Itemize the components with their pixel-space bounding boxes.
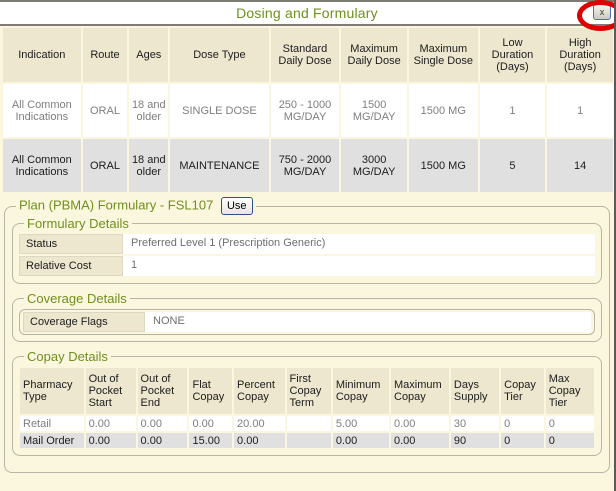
table-cell: 1500 MG/DAY: [341, 84, 407, 137]
table-cell: 0.00: [391, 416, 449, 431]
copay-details-legend: Copay Details: [27, 349, 108, 364]
column-header: Pharmacy Type: [20, 368, 84, 414]
field-value: Preferred Level 1 (Prescription Generic): [123, 234, 595, 254]
table-cell: 5.00: [332, 416, 389, 431]
table-cell: 0: [501, 433, 544, 448]
dosing-header-row: Indication Route Ages Dose Type Standard…: [3, 28, 613, 82]
table-cell: Mail Order: [20, 433, 84, 448]
table-cell: 14: [547, 139, 613, 192]
column-header: Low Duration (Days): [479, 28, 546, 82]
table-cell: All Common Indications: [3, 139, 81, 192]
copay-header-row: Pharmacy Type Out of Pocket Start Out of…: [20, 368, 594, 414]
table-row: All Common Indications ORAL 18 and older…: [3, 139, 613, 192]
table-cell: 30: [450, 416, 500, 431]
coverage-details-legend: Coverage Details: [27, 291, 127, 306]
column-header: Days Supply: [450, 368, 500, 414]
plan-formulary-legend: Plan (PBMA) Formulary - FSL107 Use: [16, 197, 256, 215]
table-cell: 18 and older: [129, 84, 169, 137]
copay-details-section: Copay Details Pharmacy Type Out of Pocke…: [12, 349, 602, 456]
coverage-flags-row: Coverage Flags NONE: [23, 312, 591, 332]
column-header: Flat Copay: [189, 368, 233, 414]
use-button[interactable]: Use: [220, 197, 253, 215]
column-header: First Copay Term: [286, 368, 331, 414]
table-cell: 1500 MG: [408, 139, 478, 192]
table-cell: 18 and older: [129, 139, 169, 192]
table-cell: [286, 416, 331, 431]
table-cell: 1500 MG: [408, 84, 478, 137]
column-header: Copay Tier: [501, 368, 544, 414]
column-header: Percent Copay: [234, 368, 285, 414]
table-cell: 750 - 2000 MG/DAY: [270, 139, 340, 192]
table-row: All Common Indications ORAL 18 and older…: [3, 84, 613, 137]
table-cell: 0.00: [137, 416, 188, 431]
table-cell: 0.00: [85, 433, 136, 448]
table-cell: 20.00: [234, 416, 285, 431]
table-cell: 0.00: [189, 416, 233, 431]
field-value: 1: [123, 256, 595, 276]
table-cell: 5: [479, 139, 546, 192]
table-cell: 0.00: [137, 433, 188, 448]
column-header: Standard Daily Dose: [270, 28, 340, 82]
field-label: Status: [19, 234, 123, 254]
column-header: Ages: [129, 28, 169, 82]
column-header: Maximum Daily Dose: [341, 28, 407, 82]
table-cell: 0: [501, 416, 544, 431]
column-header: Minimum Copay: [332, 368, 389, 414]
table-cell: SINGLE DOSE: [170, 84, 269, 137]
coverage-details-section: Coverage Details Coverage Flags NONE: [12, 291, 602, 342]
field-label: Relative Cost: [19, 256, 123, 276]
column-header: Route: [82, 28, 128, 82]
dosing-table: Indication Route Ages Dose Type Standard…: [1, 26, 614, 194]
table-cell: 15.00: [189, 433, 233, 448]
column-header: Max Copay Tier: [545, 368, 594, 414]
column-header: Maximum Copay: [391, 368, 449, 414]
copay-table: Pharmacy Type Out of Pocket Start Out of…: [18, 366, 596, 450]
table-cell: All Common Indications: [3, 84, 81, 137]
table-row: Retail 0.00 0.00 0.00 20.00 5.00 0.00 30…: [20, 416, 594, 431]
table-cell: ORAL: [82, 139, 128, 192]
formulary-details-legend: Formulary Details: [27, 216, 129, 231]
column-header: Out of Pocket Start: [85, 368, 136, 414]
status-row: Status Preferred Level 1 (Prescription G…: [19, 234, 595, 254]
column-header: Indication: [3, 28, 81, 82]
relative-cost-row: Relative Cost 1: [19, 256, 595, 276]
column-header: Out of Pocket End: [137, 368, 188, 414]
table-cell: ORAL: [82, 84, 128, 137]
table-cell: 0.00: [234, 433, 285, 448]
table-cell: 1: [547, 84, 613, 137]
close-button[interactable]: x: [593, 4, 611, 20]
table-row: Mail Order 0.00 0.00 15.00 0.00 0.00 0.0…: [20, 433, 594, 448]
plan-formulary-title: Plan (PBMA) Formulary - FSL107: [19, 197, 214, 213]
table-cell: 0.00: [85, 416, 136, 431]
field-value: NONE: [145, 312, 591, 332]
table-cell: 0: [545, 416, 594, 431]
table-cell: 0: [545, 433, 594, 448]
table-cell: 3000 MG/DAY: [341, 139, 407, 192]
column-header: Maximum Single Dose: [408, 28, 478, 82]
title-bar: Dosing and Formulary: [0, 0, 614, 26]
plan-formulary-section: Plan (PBMA) Formulary - FSL107 Use Formu…: [4, 197, 610, 473]
table-cell: 0.00: [332, 433, 389, 448]
column-header: Dose Type: [170, 28, 269, 82]
table-cell: MAINTENANCE: [170, 139, 269, 192]
table-cell: Retail: [20, 416, 84, 431]
table-cell: [286, 433, 331, 448]
close-icon: x: [599, 6, 605, 17]
table-cell: 250 - 1000 MG/DAY: [270, 84, 340, 137]
page-title: Dosing and Formulary: [236, 5, 378, 21]
field-label: Coverage Flags: [23, 312, 145, 332]
column-header: High Duration (Days): [547, 28, 613, 82]
table-cell: 1: [479, 84, 546, 137]
formulary-details-section: Formulary Details Status Preferred Level…: [12, 216, 602, 284]
table-cell: 0.00: [391, 433, 449, 448]
coverage-flags-box: Coverage Flags NONE: [19, 309, 595, 335]
table-cell: 90: [450, 433, 500, 448]
